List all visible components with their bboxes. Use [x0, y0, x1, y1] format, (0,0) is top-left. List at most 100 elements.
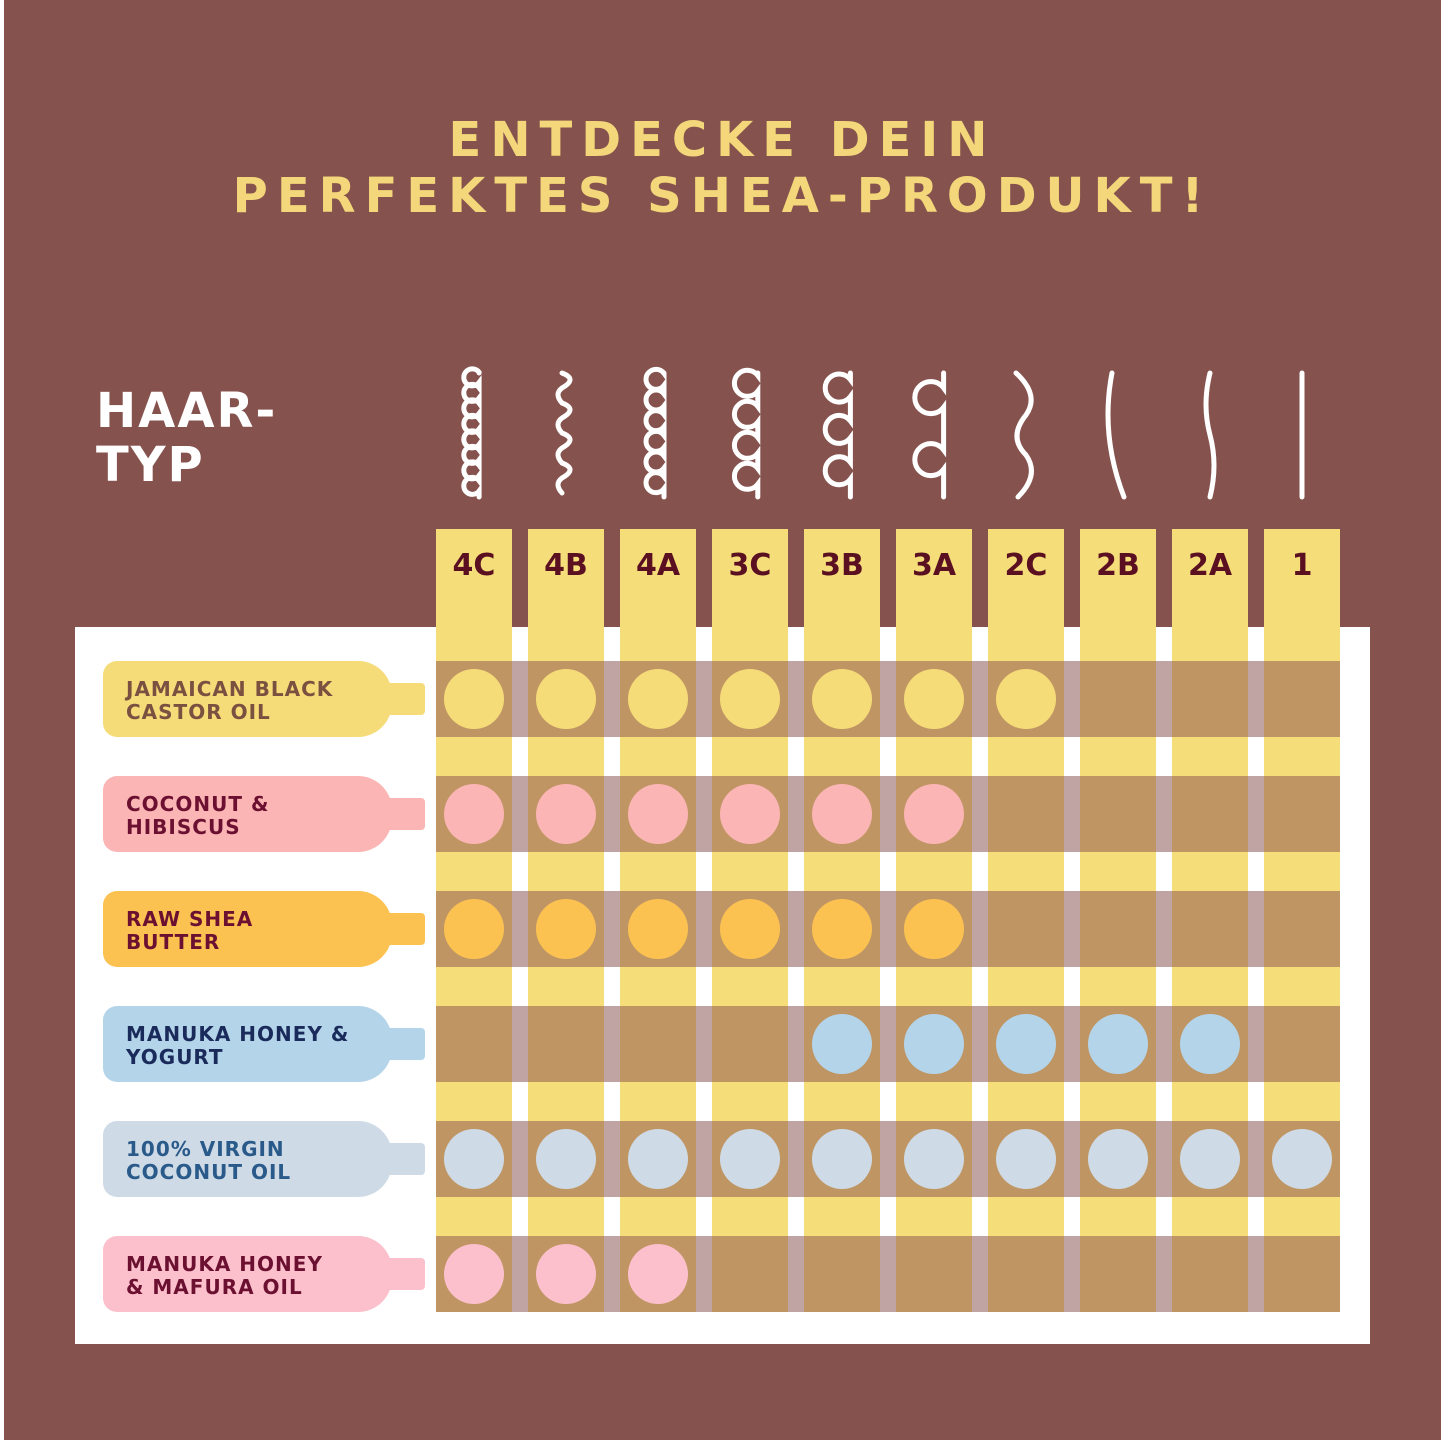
suitability-dot: [1088, 1014, 1148, 1074]
suitability-dot: [720, 1129, 780, 1189]
matrix-cell: [712, 1006, 788, 1082]
matrix-cell: [1264, 661, 1340, 737]
suitability-dot: [904, 1014, 964, 1074]
loose-curl-icon: [912, 370, 947, 500]
product-label-line2: COCONUT OIL: [126, 1160, 292, 1184]
bottle-neck: [388, 913, 425, 945]
product-label: MANUKA HONEY & MAFURA OIL: [126, 1253, 323, 1299]
suitability-dot: [1180, 1014, 1240, 1074]
matrix-cell: [896, 1236, 972, 1312]
matrix-cell: [988, 1236, 1064, 1312]
product-label-line1: MANUKA HONEY &: [126, 1022, 350, 1046]
matrix-cell: [436, 1006, 512, 1082]
product-label-line1: COCONUT &: [126, 792, 270, 816]
wave-icon: [1203, 370, 1217, 500]
hair-type-label-line-2: TYP: [96, 437, 205, 493]
suitability-dot: [812, 1014, 872, 1074]
suitability-dot: [996, 669, 1056, 729]
product-bottle: [103, 1236, 392, 1312]
hair-type-4c: 4C: [452, 548, 496, 583]
matrix-cell: [804, 1236, 880, 1312]
matrix-cell: [1264, 891, 1340, 967]
suitability-dot: [444, 784, 504, 844]
tight-coil-icon-path: [461, 366, 482, 500]
hair-type-4b: 4B: [544, 548, 588, 583]
zigzag-coil-icon-path: [555, 370, 573, 496]
product-label: COCONUT & HIBISCUS: [126, 793, 269, 839]
matrix-cell: [528, 1006, 604, 1082]
hair-type-2c: 2C: [1004, 548, 1048, 583]
title-line-2: PERFEKTES SHEA-PRODUKT!: [232, 168, 1213, 224]
suitability-dot: [444, 669, 504, 729]
wave-icon-path: [1013, 370, 1034, 500]
wave-icon: [1013, 370, 1034, 500]
suitability-dot: [996, 1129, 1056, 1189]
loose-curl-icon-path: [912, 370, 947, 500]
suitability-dot: [1180, 1129, 1240, 1189]
product-label: 100% VIRGIN COCONUT OIL: [126, 1138, 291, 1184]
suitability-dot: [904, 1129, 964, 1189]
product-label-line2: HIBISCUS: [126, 815, 241, 839]
product-bottle: [103, 1006, 392, 1082]
matrix-cell: [1172, 776, 1248, 852]
zigzag-coil-icon: [555, 370, 573, 496]
bottle-neck: [388, 1258, 425, 1290]
suitability-dot: [444, 1244, 504, 1304]
suitability-dot: [536, 1244, 596, 1304]
wave-icon-path: [1105, 370, 1127, 500]
matrix-cell: [1080, 661, 1156, 737]
curl-icon: [822, 370, 853, 500]
hair-type-3c: 3C: [728, 548, 772, 583]
product-label: JAMAICAN BLACK CASTOR OIL: [126, 678, 333, 724]
matrix-cell: [1172, 661, 1248, 737]
matrix-cell: [988, 891, 1064, 967]
suitability-dot: [904, 784, 964, 844]
suitability-dot: [904, 899, 964, 959]
matrix-cell: [1264, 776, 1340, 852]
curl-icon-path: [822, 370, 853, 500]
product-label-line1: MANUKA HONEY: [126, 1252, 323, 1276]
product-label: MANUKA HONEY & YOGURT: [126, 1023, 349, 1069]
hair-type-3a: 3A: [911, 548, 957, 583]
bottle-neck: [388, 798, 425, 830]
suitability-dot: [812, 1129, 872, 1189]
suitability-dot: [536, 899, 596, 959]
suitability-dot: [996, 1014, 1056, 1074]
suitability-dot: [720, 669, 780, 729]
suitability-dot: [720, 899, 780, 959]
title-line-1: ENTDECKE DEIN: [448, 112, 997, 168]
product-label-line2: YOGURT: [126, 1045, 224, 1069]
suitability-dot: [628, 669, 688, 729]
bottle-neck: [388, 1028, 425, 1060]
product-bottle: [103, 661, 392, 737]
suitability-dot: [536, 784, 596, 844]
suitability-dot: [628, 1129, 688, 1189]
suitability-dot: [628, 899, 688, 959]
hair-type-1: 1: [1291, 548, 1313, 583]
suitability-dot: [812, 899, 872, 959]
matrix-cell: [1080, 891, 1156, 967]
suitability-dot: [628, 784, 688, 844]
wave-icon-path: [1203, 370, 1217, 500]
hair-type-2a: 2A: [1187, 548, 1233, 583]
suitability-dot: [628, 1244, 688, 1304]
suitability-dot: [536, 669, 596, 729]
matrix-cell: [712, 1236, 788, 1312]
product-bottle: [103, 776, 392, 852]
bottle-neck: [388, 1143, 425, 1175]
product-bottle: [103, 1121, 392, 1197]
suitability-dot: [444, 899, 504, 959]
suitability-dot: [1088, 1129, 1148, 1189]
matrix-cell: [1172, 1236, 1248, 1312]
matrix-cell: [1264, 1236, 1340, 1312]
matrix-cell: [1080, 1236, 1156, 1312]
product-label-line2: BUTTER: [126, 930, 221, 954]
hair-type-3b: 3B: [820, 548, 864, 583]
suitability-dot: [536, 1129, 596, 1189]
product-label: RAW SHEA BUTTER: [126, 908, 253, 954]
product-label-line1: JAMAICAN BLACK: [126, 677, 334, 701]
product-label-line2: & MAFURA OIL: [126, 1275, 303, 1299]
wave-icon: [1105, 370, 1127, 500]
matrix-cell: [988, 776, 1064, 852]
coil-icon: [643, 366, 667, 500]
